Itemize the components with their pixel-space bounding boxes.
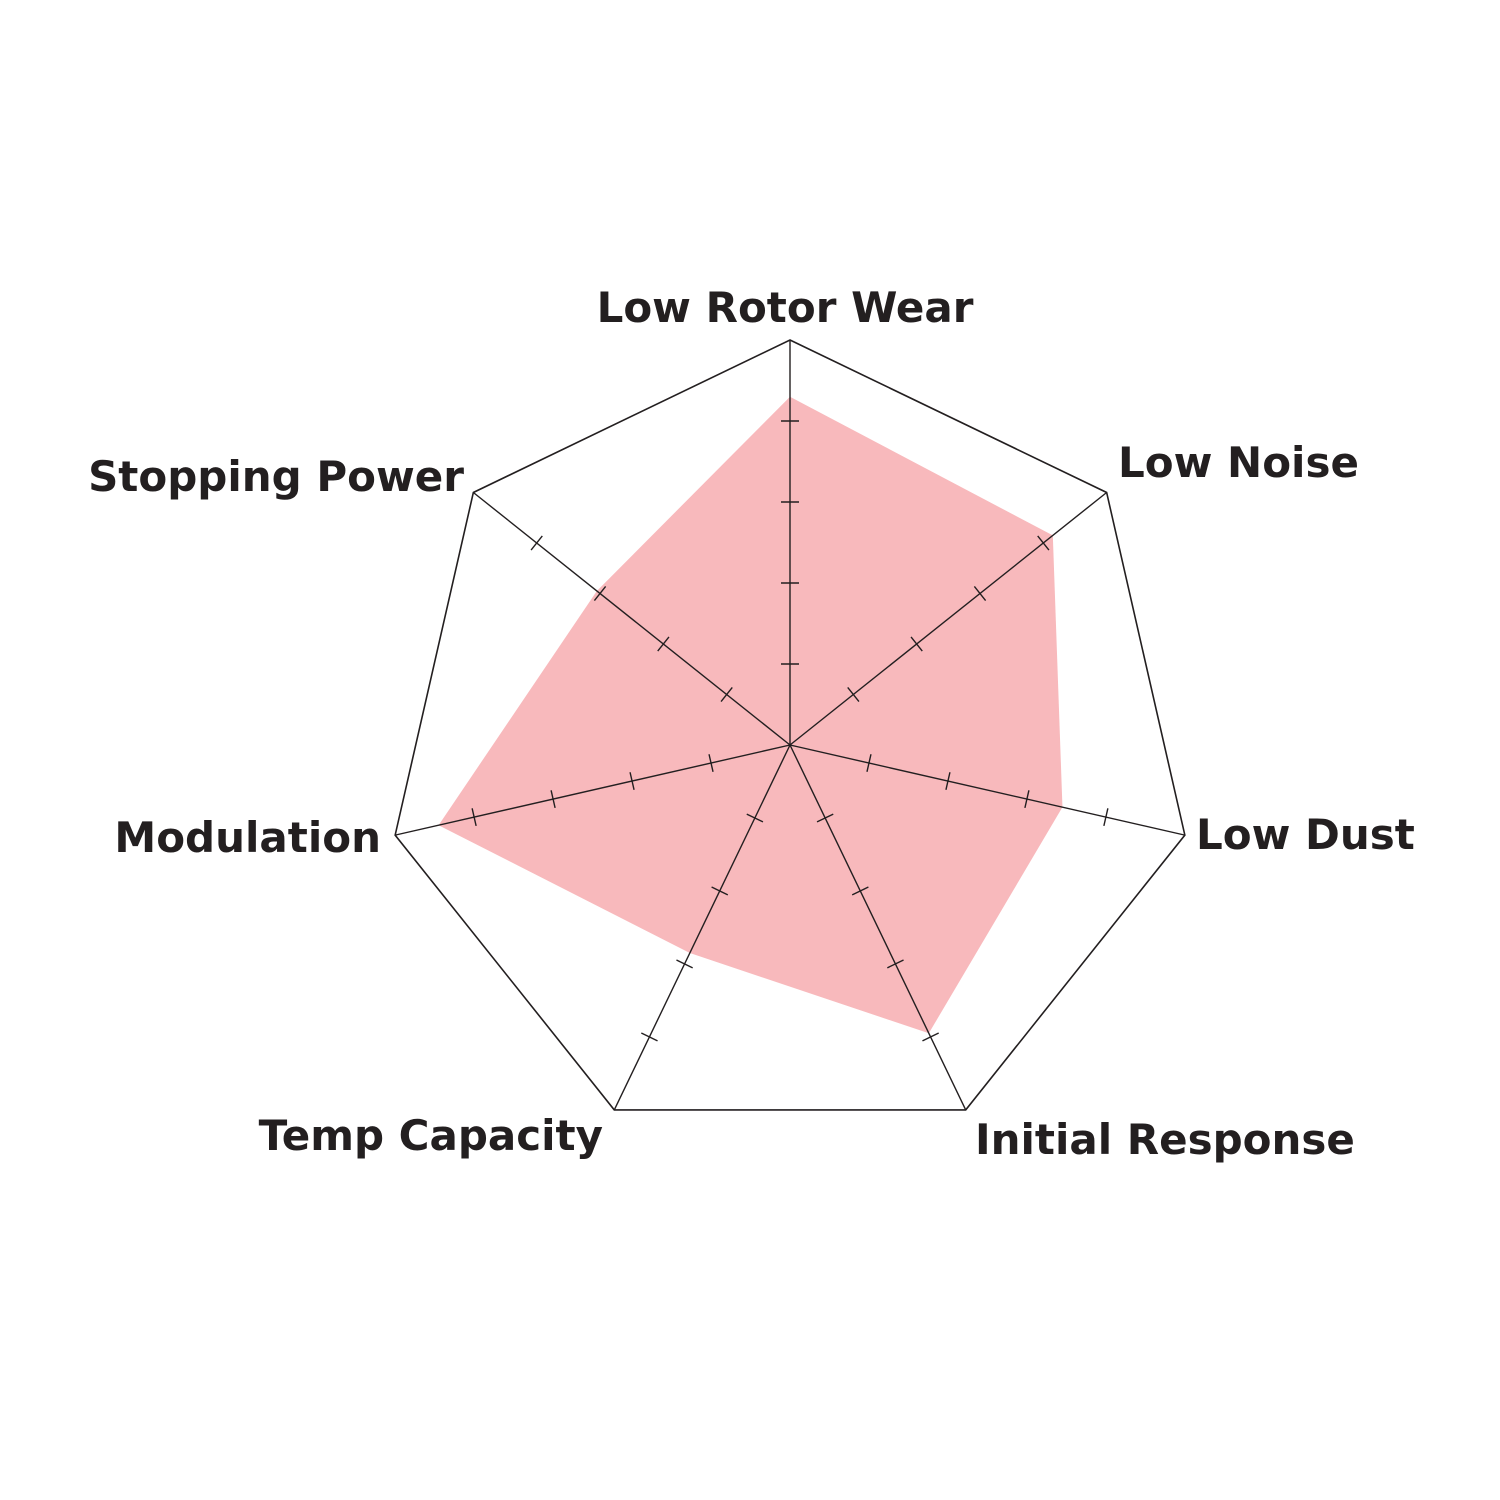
axis-tick [720, 687, 733, 702]
axis-label-low-dust: Low Dust [1196, 810, 1415, 859]
axis-tick [708, 754, 714, 772]
axis-label-initial-response: Initial Response [975, 1115, 1355, 1164]
axis-tick [676, 959, 693, 969]
axis-tick [973, 586, 987, 601]
axis-label-temp-capacity: Temp Capacity [259, 1111, 603, 1160]
axis-tick [711, 886, 729, 896]
axis-tick [922, 1032, 939, 1042]
axis-tick [847, 687, 860, 702]
outer-frame [394, 339, 1186, 1111]
axis-tick [641, 1032, 658, 1042]
axis-tick [816, 813, 834, 823]
axis-tick [530, 535, 543, 551]
axis-line [789, 491, 1108, 746]
axis-line [394, 744, 791, 836]
axis-tick [471, 808, 477, 827]
axis-line [613, 744, 791, 1111]
axis-tick [593, 586, 607, 601]
axis-tick [1037, 535, 1050, 551]
axis-tick [1024, 790, 1030, 809]
axis-line [789, 744, 1186, 836]
axis-label-modulation: Modulation [114, 813, 381, 862]
axis-tick [851, 886, 869, 896]
axis-tick [746, 813, 764, 823]
axis-tick [945, 772, 951, 790]
axis-label-low-rotor-wear: Low Rotor Wear [597, 283, 974, 332]
axis-label-stopping-power: Stopping Power [88, 452, 464, 501]
axis-tick [910, 636, 923, 652]
axis-tick [887, 959, 904, 969]
series-area [438, 396, 1063, 1034]
axis-label-low-noise: Low Noise [1118, 438, 1359, 487]
axis-tick [866, 754, 872, 772]
axis-line [472, 491, 791, 746]
axis-tick [550, 790, 556, 809]
axis-tick [1103, 808, 1109, 827]
axis-tick [629, 772, 635, 790]
axis-line [789, 744, 967, 1111]
axis-tick [657, 636, 670, 652]
